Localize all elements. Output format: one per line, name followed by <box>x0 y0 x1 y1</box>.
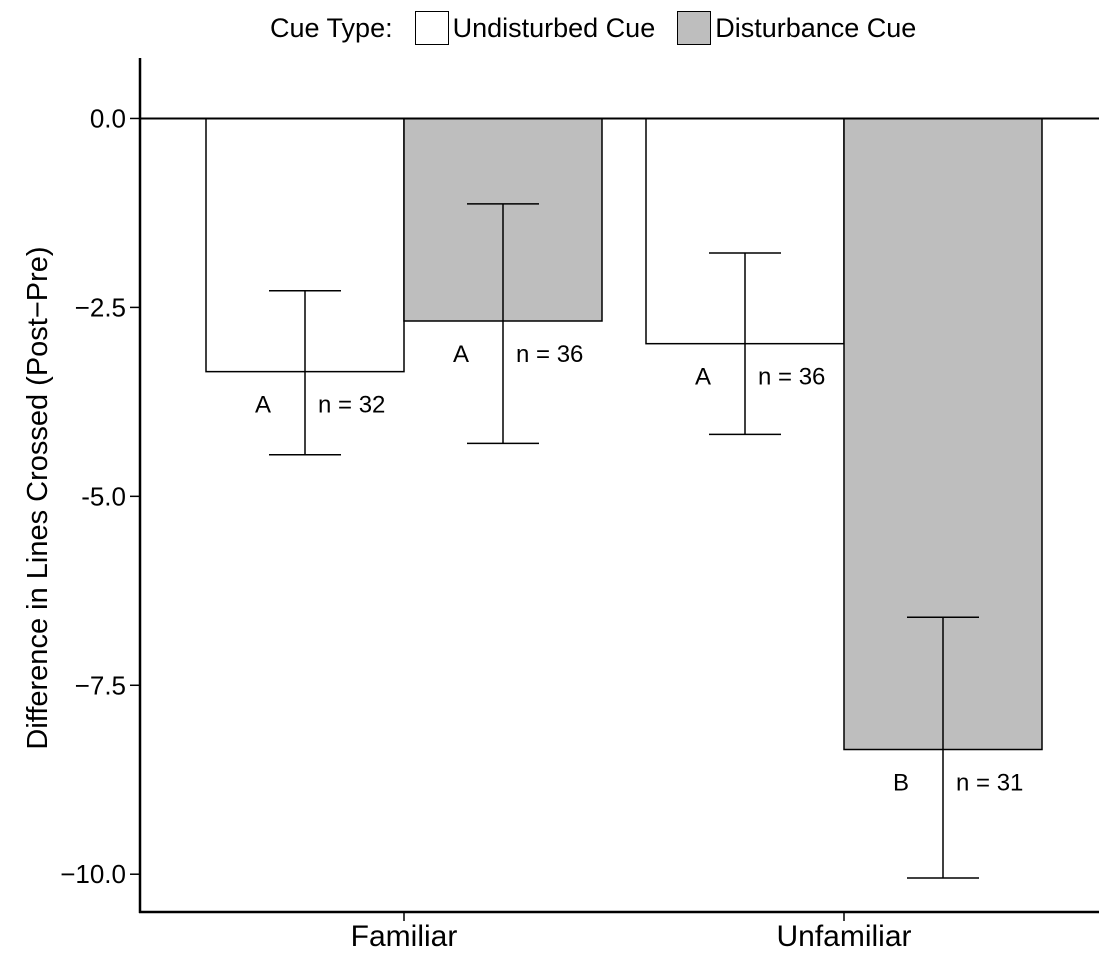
significance-letter: A <box>453 341 469 368</box>
sample-size-label: n = 32 <box>318 392 385 419</box>
legend-item-disturbance: Disturbance Cue <box>677 11 916 45</box>
legend-swatch-disturbance <box>677 11 712 45</box>
y-tick-label: 0.0 <box>90 103 126 133</box>
y-tick-label: −10.0 <box>60 859 126 889</box>
x-tick-label: Unfamiliar <box>776 920 911 953</box>
legend-label-undisturbed: Undisturbed Cue <box>452 12 656 43</box>
y-axis-label: Difference in Lines Crossed (Post−Pre) <box>22 246 54 749</box>
sample-size-label: n = 31 <box>956 770 1023 797</box>
legend-item-undisturbed: Undisturbed Cue <box>414 11 656 45</box>
x-tick-label: Familiar <box>351 920 458 953</box>
legend-label-disturbance: Disturbance Cue <box>715 12 917 43</box>
y-tick-label: −7.5 <box>75 670 126 700</box>
significance-letter: B <box>893 770 909 797</box>
sample-size-label: n = 36 <box>516 341 583 368</box>
y-tick-label: −2.5 <box>75 292 126 322</box>
y-tick-label: -5.0 <box>81 481 126 511</box>
legend-title: Cue Type: <box>270 12 393 43</box>
sample-size-label: n = 36 <box>758 364 825 391</box>
legend: Cue Type: Undisturbed Cue Disturbance Cu… <box>270 10 938 46</box>
legend-swatch-undisturbed <box>414 11 449 45</box>
significance-letter: A <box>695 364 711 391</box>
significance-letter: A <box>255 392 271 419</box>
plot-area: 0.0 −2.5 -5.0 −7.5 −10.0 A n = 32 A n = 36 A n = 3… <box>60 58 1099 953</box>
